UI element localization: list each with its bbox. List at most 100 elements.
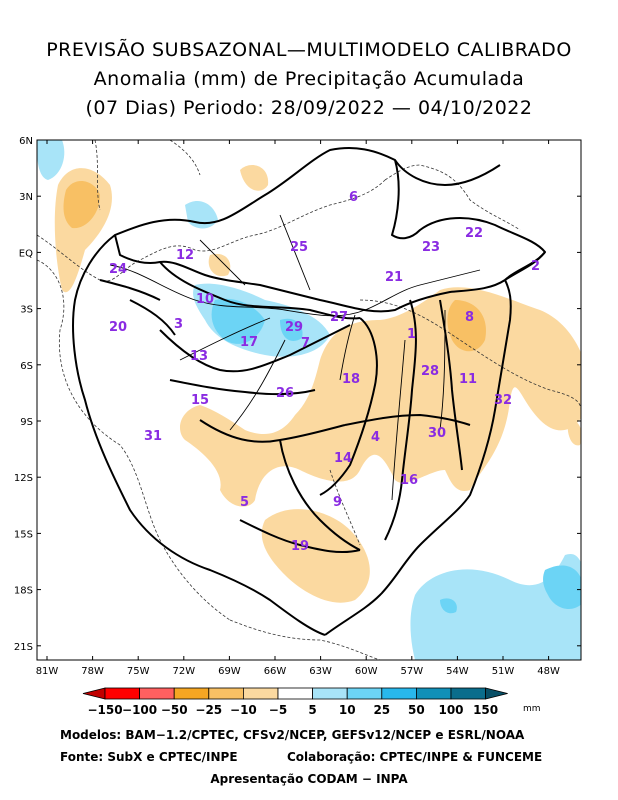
colorbar-arrow-high (485, 687, 508, 700)
colorbar-label: −100 (122, 703, 157, 717)
basin-27: 27 (330, 310, 348, 325)
colorbar-label: 150 (473, 703, 498, 717)
colorbar-arrow-low (82, 687, 106, 700)
colorbar-label: 100 (438, 703, 463, 717)
colorbar: −150 −100 −50 −25 −10 −5 5 10 25 50 100 150 mm (82, 687, 541, 717)
colorbar-box (415, 687, 452, 700)
colorbar-label: −25 (195, 703, 222, 717)
lon-label: 54W (446, 666, 469, 677)
basin-6: 6 (349, 190, 358, 205)
latitude-labels: 6N 3N EQ 3S 6S 9S 12S 15S 18S 21S (14, 136, 33, 653)
colorbar-label: −50 (161, 703, 188, 717)
lon-label: 48W (537, 666, 560, 677)
basin-14: 14 (334, 451, 352, 466)
title-line-1: PREVISÃO SUBSAZONAL—MULTIMODELO CALIBRAD… (46, 39, 572, 61)
lat-label: 12S (14, 473, 33, 484)
lon-label: 81W (36, 666, 59, 677)
basin-8: 8 (465, 310, 474, 325)
basin-7: 7 (301, 336, 310, 351)
basin-1: 1 (407, 327, 416, 342)
strong-negative-patches (211, 298, 581, 614)
footer-collaboration: Colaboração: CPTEC/INPE & FUNCEME (287, 750, 543, 764)
basin-20: 20 (109, 320, 127, 335)
basin-19: 19 (291, 539, 309, 554)
colorbar-label: −150 (87, 703, 122, 717)
lat-label: 6N (19, 136, 33, 147)
longitude-labels: 81W 78W 75W 72W 69W 66W 63W 60W 57W 54W 51W 48W (36, 666, 560, 677)
colorbar-box (173, 687, 210, 700)
title-block: PREVISÃO SUBSAZONAL—MULTIMODELO CALIBRAD… (0, 36, 618, 123)
colorbar-label: 50 (408, 703, 425, 717)
title-line-2: Anomalia (mm) de Precipitação Acumulada (93, 68, 525, 90)
lat-label: 9S (20, 417, 33, 428)
basin-4: 4 (371, 430, 380, 445)
basin-18: 18 (342, 372, 360, 387)
basin-12: 12 (176, 248, 194, 263)
footer-presentation: Apresentação CODAM − INPA (210, 772, 408, 786)
lon-label: 60W (355, 666, 378, 677)
lon-label: 78W (81, 666, 104, 677)
colorbar-label: 10 (339, 703, 356, 717)
lat-label: 21S (14, 642, 33, 653)
lat-label: 18S (14, 586, 33, 597)
colorbar-box (104, 687, 140, 700)
colorbar-boxes (82, 687, 508, 700)
colorbar-label: −5 (269, 703, 287, 717)
basin-24: 24 (109, 262, 127, 277)
lat-label: 3N (19, 192, 33, 203)
title-line-3: (07 Dias) Periodo: 28/09/2022 — 04/10/20… (85, 97, 533, 119)
colorbar-box (208, 687, 244, 700)
basin-15: 15 (191, 393, 209, 408)
footer-source: Fonte: SubX e CPTEC/INPE (60, 750, 238, 764)
colorbar-label: 25 (373, 703, 390, 717)
lon-label: 66W (264, 666, 287, 677)
country-boundaries (37, 140, 581, 660)
basin-3: 3 (174, 317, 183, 332)
basin-16: 16 (400, 473, 418, 488)
lon-label: 69W (218, 666, 241, 677)
basin-22: 22 (465, 226, 483, 241)
basin-23: 23 (422, 240, 440, 255)
basin-26: 26 (276, 386, 294, 401)
colorbar-box (346, 687, 383, 700)
lat-label: EQ (19, 248, 33, 259)
anomaly-field (37, 140, 581, 660)
lon-label: 75W (127, 666, 150, 677)
colorbar-unit: mm (523, 704, 541, 714)
basin-25: 25 (290, 240, 308, 255)
basin-30: 30 (428, 426, 446, 441)
rivers (109, 214, 481, 501)
lat-label: 3S (20, 305, 33, 316)
basin-13: 13 (190, 349, 208, 364)
colorbar-box (450, 687, 486, 700)
lon-label: 72W (172, 666, 195, 677)
basin-10: 10 (196, 292, 214, 307)
colorbar-box (312, 687, 348, 700)
basin-17: 17 (240, 335, 258, 350)
colorbar-label: −10 (230, 703, 257, 717)
colorbar-box (381, 687, 417, 700)
lon-label: 57W (400, 666, 423, 677)
basin-5: 5 (240, 495, 249, 510)
colorbar-labels: −150 −100 −50 −25 −10 −5 5 10 25 50 100 150 (87, 703, 498, 717)
footer-models: Modelos: BAM−1.2/CPTEC, CFSv2/NCEP, GEFS… (60, 728, 525, 742)
basin-boundaries (72, 147, 546, 636)
colorbar-box (139, 687, 175, 700)
lon-label: 63W (309, 666, 332, 677)
basin-11: 11 (459, 372, 477, 387)
colorbar-label: 5 (308, 703, 316, 717)
basin-32: 32 (494, 393, 512, 408)
footer-source-row: Fonte: SubX e CPTEC/INPE Colaboração: CP… (0, 750, 618, 764)
colorbar-box (242, 687, 279, 700)
lat-label: 15S (14, 529, 33, 540)
basin-31: 31 (144, 429, 162, 444)
basin-21: 21 (385, 270, 403, 285)
axis-ticks (37, 139, 581, 660)
basin-29: 29 (285, 320, 303, 335)
lon-label: 51W (492, 666, 515, 677)
basin-2: 2 (531, 259, 540, 274)
colorbar-box (277, 687, 313, 700)
basin-28: 28 (421, 364, 439, 379)
map-frame (36, 139, 582, 661)
